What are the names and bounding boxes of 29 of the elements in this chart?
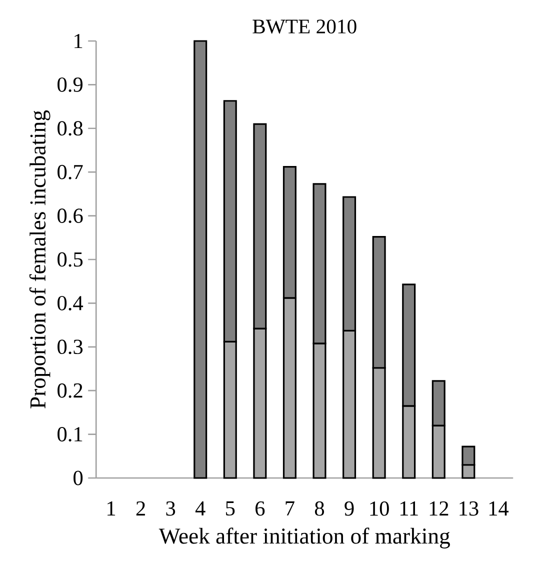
x-axis-title: Week after initiation of marking bbox=[158, 528, 450, 548]
y-tick-label: 0.6 bbox=[58, 208, 83, 224]
x-tick-label: 3 bbox=[166, 501, 176, 516]
bar bbox=[194, 40, 208, 479]
y-tick-label: 0.2 bbox=[58, 383, 82, 398]
y-tick-label: 1 bbox=[74, 34, 82, 48]
y-tick-label: 0.5 bbox=[58, 252, 83, 267]
x-tick-label: 10 bbox=[370, 501, 389, 516]
y-tick-label: 0.1 bbox=[58, 427, 82, 442]
x-tick-label: 14 bbox=[489, 501, 509, 516]
x-tick-label: 4 bbox=[195, 501, 206, 516]
chart-title: BWTE 2010 bbox=[252, 20, 356, 34]
x-tick-label: 2 bbox=[136, 501, 145, 516]
y-tick-label: 0 bbox=[74, 470, 83, 486]
x-tick-label: 1 bbox=[108, 501, 116, 516]
x-tick-label: 9 bbox=[344, 501, 354, 516]
y-tick-label: 0.8 bbox=[58, 121, 83, 136]
x-tick-label: 5 bbox=[226, 501, 235, 516]
y-tick-label: 0.4 bbox=[58, 296, 84, 310]
x-tick-label: 6 bbox=[256, 501, 265, 516]
y-tick-label: 0.9 bbox=[58, 77, 83, 92]
x-tick-label: 8 bbox=[314, 501, 324, 516]
x-tick-label: 13 bbox=[460, 501, 478, 516]
y-tick-label: 0.3 bbox=[58, 340, 83, 354]
x-tick-label: 11 bbox=[400, 501, 418, 516]
x-tick-label: 12 bbox=[430, 501, 448, 516]
y-tick-label: 0.7 bbox=[58, 164, 83, 180]
y-axis-title: Proportion of females incubating bbox=[29, 110, 50, 408]
x-tick-label: 7 bbox=[286, 501, 294, 516]
